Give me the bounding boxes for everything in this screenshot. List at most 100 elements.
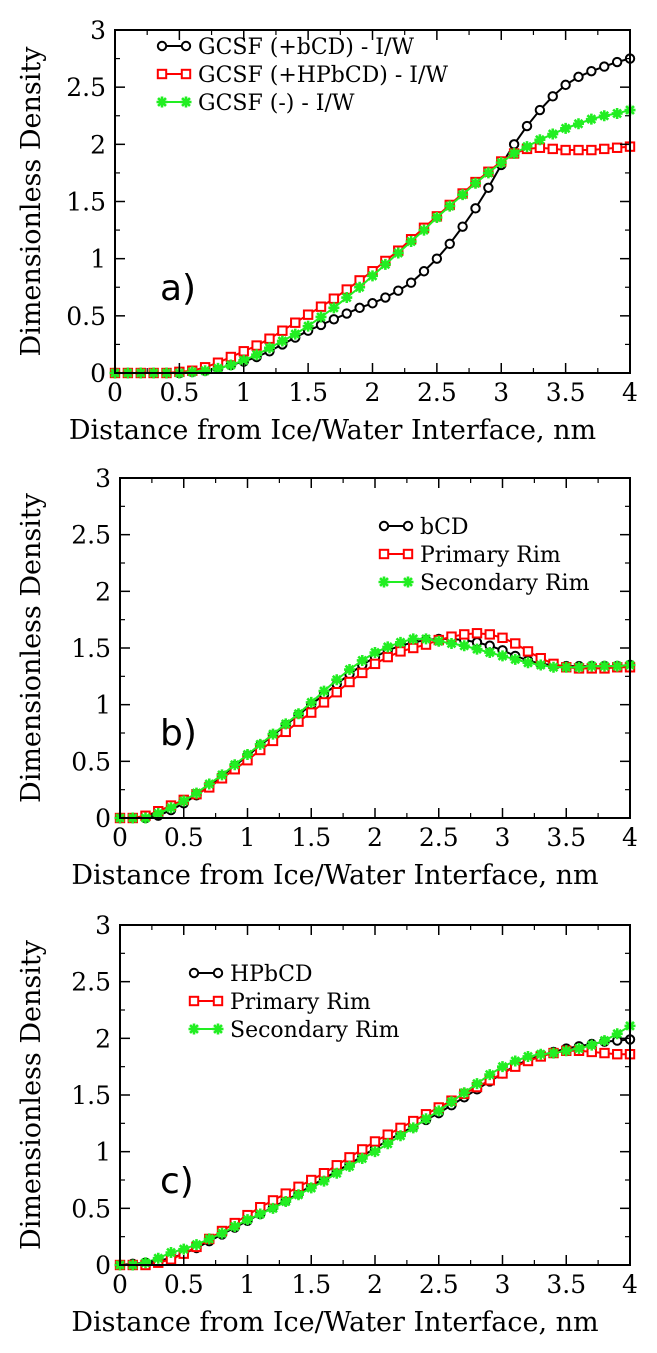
data-point: [509, 1055, 521, 1067]
data-point: [203, 778, 215, 790]
data-point: [457, 189, 469, 201]
chart-panel-1: 0 0.5 1 1.5 2 2.5 3 3.5 4 0 0.5 1 1.5 2 2.5 3 Distance f…: [16, 16, 638, 446]
data-point: [444, 200, 456, 212]
legend-marker: [188, 967, 200, 979]
chart-panel-3: 0 0.5 1 1.5 2 2.5 3 3.5 4 0 0.5 1 1.5 2 2.5 3 Distance f…: [16, 911, 638, 1338]
data-point: [354, 281, 366, 293]
legend-label: Primary Rim: [230, 990, 371, 1015]
data-point: [178, 1243, 190, 1255]
data-point: [328, 293, 340, 304]
data-point: [318, 685, 330, 697]
y-tick-label: 2.5: [71, 968, 111, 997]
legend-marker: [156, 68, 168, 80]
y-tick-label: 1.5: [71, 1081, 111, 1110]
data-point: [191, 1239, 202, 1251]
data-point: [534, 104, 546, 116]
legend-label: Secondary Rim: [230, 1018, 400, 1043]
y-tick-label: 1: [90, 245, 106, 274]
data-point: [367, 298, 378, 309]
legend-marker: [402, 548, 414, 560]
legend-label: GCSF (-) - I/W: [198, 91, 355, 116]
y-tick-label: 3: [95, 464, 111, 493]
data-point: [242, 1214, 253, 1226]
data-point: [382, 651, 393, 663]
data-point: [522, 1050, 534, 1062]
panel-label: a): [160, 268, 196, 309]
y-tick-label: 1: [95, 1138, 111, 1167]
data-point: [508, 147, 520, 159]
data-point: [433, 635, 445, 647]
data-point: [548, 1047, 559, 1059]
data-point: [225, 359, 237, 371]
data-point: [482, 167, 494, 179]
data-point: [254, 738, 266, 750]
data-point: [484, 629, 495, 640]
data-point: [280, 718, 292, 730]
data-point: [302, 309, 314, 320]
data-point: [420, 633, 432, 645]
data-point: [586, 65, 597, 77]
data-point: [318, 1175, 330, 1187]
data-point: [395, 646, 406, 657]
data-point: [331, 1167, 343, 1179]
y-tick-label: 2: [95, 577, 111, 606]
data-point: [242, 749, 253, 761]
x-tick-label: 4: [622, 823, 638, 852]
data-point: [444, 238, 455, 250]
data-point: [229, 1220, 241, 1232]
y-axis-label: Dimensionless Density: [16, 939, 47, 1250]
data-point: [431, 212, 443, 224]
x-tick-label: 1.5: [288, 378, 328, 407]
data-point: [611, 660, 623, 672]
data-point: [431, 253, 443, 264]
y-tick-label: 1.5: [71, 634, 111, 663]
data-point: [357, 667, 368, 679]
x-tick-label: 1: [236, 378, 252, 407]
data-point: [535, 1048, 547, 1060]
data-point: [344, 664, 355, 676]
data-point: [165, 1247, 177, 1259]
legend-marker: [212, 1023, 224, 1035]
legend-marker: [188, 995, 200, 1007]
data-point: [459, 629, 470, 640]
data-point: [382, 1138, 394, 1150]
x-tick-label: 3.5: [546, 378, 586, 407]
series-markers-3: [114, 1020, 636, 1271]
x-tick-label: 1: [240, 1270, 256, 1299]
data-point: [497, 632, 508, 643]
data-point: [238, 346, 249, 357]
data-point: [586, 1039, 598, 1051]
legend-marker: [402, 520, 414, 532]
data-point: [405, 277, 417, 288]
x-tick-label: 4: [622, 378, 638, 407]
data-point: [276, 335, 288, 347]
series-markers-2: [109, 141, 636, 379]
x-tick-label: 2.5: [419, 823, 459, 852]
y-tick-label: 3: [95, 911, 111, 940]
x-axis-label: Distance from Ice/Water Interface, nm: [71, 860, 598, 891]
legend-label: HPbCD: [230, 962, 313, 987]
data-point: [251, 349, 263, 361]
data-point: [611, 1028, 623, 1040]
data-point: [433, 1105, 445, 1117]
legend-marker: [156, 40, 168, 52]
series-line-1: [115, 57, 631, 374]
data-point: [548, 661, 559, 673]
data-point: [369, 1146, 381, 1158]
data-point: [612, 1049, 623, 1060]
x-axis-label: Distance from Ice/Water Interface, nm: [69, 415, 596, 446]
legend-label: GCSF (+bCD) - I/W: [198, 35, 414, 60]
data-point: [573, 71, 584, 83]
legend-marker: [180, 40, 192, 52]
y-tick-label: 0: [95, 1251, 111, 1280]
x-tick-label: 2: [367, 823, 383, 852]
data-point: [356, 1152, 368, 1164]
series-line-2: [115, 145, 631, 374]
legend-marker: [180, 96, 192, 108]
y-tick-label: 2.5: [71, 521, 111, 550]
data-point: [251, 340, 262, 351]
data-point: [611, 107, 623, 119]
data-point: [484, 647, 496, 659]
y-axis-label: Dimensionless Density: [16, 46, 47, 357]
